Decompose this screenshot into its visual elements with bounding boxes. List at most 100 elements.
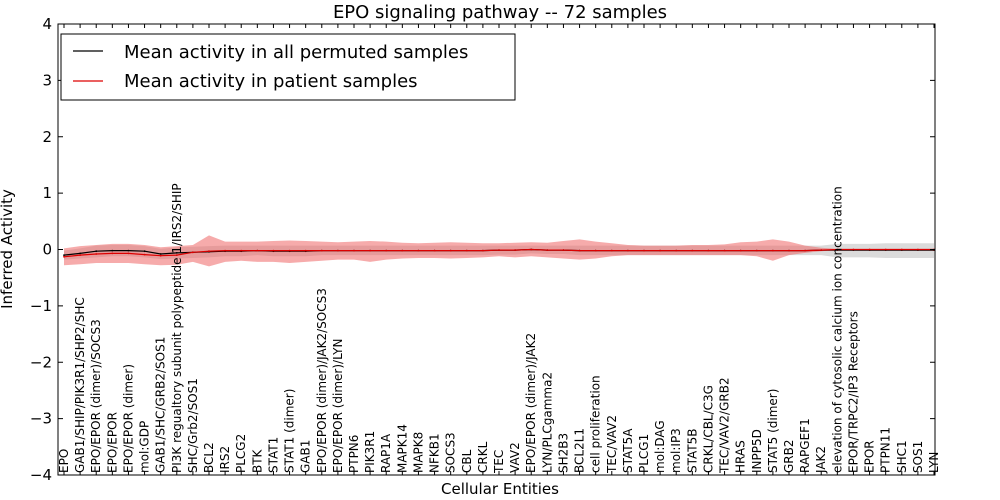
- x-tick-label: BTK: [250, 448, 264, 473]
- x-tick-label: elevation of cytosolic calcium ion conce…: [830, 186, 844, 473]
- point-patient: [449, 249, 452, 252]
- point-patient: [369, 249, 371, 252]
- y-tick-label: 0: [42, 241, 52, 259]
- x-tick-label: PLCG1: [637, 434, 651, 473]
- x-tick-label: LYN: [927, 452, 941, 473]
- x-tick-label: MAPK8: [411, 432, 425, 473]
- x-tick-label: TEC/VAV2: [605, 415, 619, 474]
- point-patient: [417, 249, 420, 252]
- point-patient: [868, 248, 871, 251]
- x-tick-label: SOCS3: [444, 432, 458, 473]
- point-permuted: [127, 249, 130, 252]
- x-tick-label: HRAS: [734, 440, 748, 473]
- point-patient: [240, 249, 243, 252]
- point-patient: [224, 249, 227, 252]
- point-patient: [175, 254, 178, 256]
- x-tick-labels: EPO GAB1/SHIP/PIK3R1/SHP2/SHC EPO/EPOR (di…: [57, 183, 941, 474]
- point-permuted: [159, 253, 162, 255]
- x-tick-label: TEC: [492, 450, 506, 474]
- point-permuted: [79, 252, 81, 255]
- x-tick-label: EPO/EPOR (dimer)/LYN: [331, 339, 345, 473]
- x-tick-label: INPP5D: [750, 429, 764, 473]
- point-patient: [707, 249, 710, 252]
- point-patient: [320, 249, 323, 252]
- x-tick-label: EPO/EPOR (dimer)/SOCS3: [89, 319, 103, 473]
- point-patient: [353, 249, 355, 252]
- point-patient: [675, 249, 678, 252]
- x-tick-label: GAB1/SHIP/PIK3R1/SHP2/SHC: [73, 297, 87, 473]
- legend: Mean activity in all permuted samples Me…: [60, 33, 516, 101]
- y-axis-label: Inferred Activity: [0, 189, 16, 309]
- point-patient: [820, 249, 823, 252]
- x-tick-label: STAT1 (dimer): [283, 389, 297, 473]
- x-tick-label: VAV2: [508, 442, 522, 473]
- point-patient: [627, 249, 629, 252]
- x-tick-label: mol:IP3: [669, 428, 683, 473]
- y-tick-label: −2: [30, 353, 52, 371]
- x-tick-label: EPO/EPOR: [105, 412, 119, 473]
- point-patient: [385, 249, 388, 252]
- point-patient: [643, 249, 645, 252]
- y-tick-label: −3: [30, 410, 52, 428]
- point-patient: [337, 249, 339, 252]
- plot-frame: [57, 23, 936, 476]
- point-patient: [208, 250, 210, 253]
- x-tick-label: TEC/VAV2/GRB2: [718, 377, 732, 474]
- x-tick-label: SHC/Grb2/SOS1: [186, 378, 200, 473]
- point-patient: [804, 249, 806, 252]
- point-patient: [852, 248, 855, 251]
- x-tick-label: SHC1: [895, 440, 909, 473]
- point-patient: [143, 253, 146, 256]
- point-patient: [884, 248, 887, 251]
- y-tick-label: 1: [42, 184, 52, 202]
- x-tick-label: GAB1/SHC/GRB2/SOS1: [154, 337, 168, 473]
- point-patient: [562, 249, 565, 252]
- y-tick-label: 2: [42, 128, 52, 146]
- legend-label-permuted: Mean activity in all permuted samples: [124, 42, 468, 63]
- point-patient: [594, 249, 597, 252]
- x-axis-label: Cellular Entities: [441, 480, 559, 498]
- point-patient: [659, 249, 661, 252]
- point-patient: [482, 249, 484, 252]
- y-tick-label: −4: [30, 466, 52, 484]
- x-tick-label: CRKL: [476, 441, 490, 473]
- point-patient: [723, 249, 726, 252]
- point-patient: [192, 251, 194, 254]
- x-tick-label: IRS2: [218, 446, 232, 473]
- point-patient: [755, 249, 758, 252]
- x-tick-label: GAB1: [299, 440, 313, 473]
- point-permuted: [143, 250, 146, 253]
- point-patient: [546, 249, 549, 252]
- point-patient: [127, 252, 130, 255]
- point-patient: [578, 249, 581, 252]
- point-patient: [256, 249, 259, 252]
- x-tick-label: EPO: [57, 449, 71, 473]
- point-patient: [900, 248, 903, 251]
- x-tick-label: STAT5B: [685, 429, 699, 474]
- y-ticks: −4 −3 −2 −1 0 1 2 3 4: [30, 15, 935, 484]
- point-permuted: [95, 250, 98, 253]
- point-permuted: [175, 252, 178, 254]
- point-patient: [304, 249, 307, 252]
- point-patient: [739, 249, 742, 252]
- x-tick-label: PI3K regualtory subunit polypeptide 1/IR…: [170, 183, 184, 473]
- point-patient: [530, 248, 533, 251]
- x-tick-label: STAT5A: [621, 428, 635, 473]
- x-tick-label: RAPGEF1: [798, 418, 812, 473]
- x-tick-label: PIK3R1: [363, 431, 377, 473]
- y-tick-label: −1: [30, 297, 52, 315]
- x-ticks: [63, 24, 935, 475]
- point-patient: [95, 253, 98, 255]
- x-tick-label: BCL2L1: [573, 428, 587, 473]
- x-tick-label: PTPN6: [347, 435, 361, 473]
- x-tick-label: CRKL/CBL/C3G: [701, 385, 715, 473]
- x-tick-label: mol:DAG: [653, 420, 667, 473]
- x-tick-label: SH2B3: [556, 433, 570, 473]
- point-patient: [514, 249, 516, 252]
- point-patient: [465, 249, 468, 252]
- x-tick-label: SOS1: [911, 441, 925, 473]
- point-patient: [772, 249, 774, 252]
- point-patient: [79, 254, 81, 256]
- point-patient: [836, 248, 839, 251]
